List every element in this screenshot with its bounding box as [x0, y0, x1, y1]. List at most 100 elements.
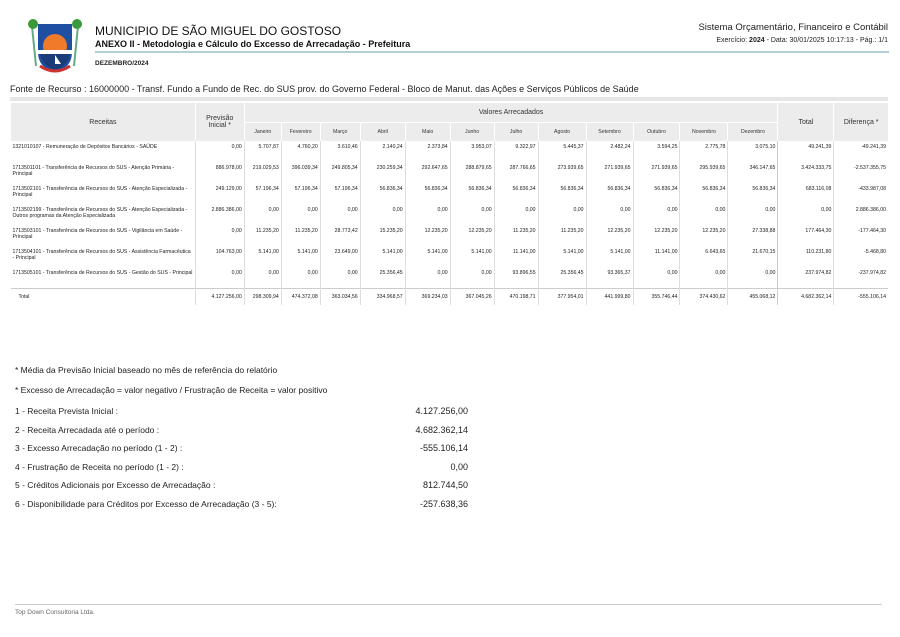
value-cell: 3.075,10 — [727, 141, 778, 162]
report-period: DEZEMBRO/2024 — [95, 60, 149, 67]
value-cell: 57.196,34 — [243, 183, 282, 204]
value-cell: 374.430,62 — [679, 288, 728, 305]
header-month: Fevereiro — [280, 122, 321, 141]
value-cell: 237.974,82 — [777, 267, 834, 289]
value-cell: 2.886.386,00 — [833, 204, 888, 225]
table-row: 1713504101 - Transferência de Recursos d… — [11, 246, 888, 267]
value-cell: 0,00 — [194, 141, 245, 162]
value-cell: 273.939,65 — [537, 162, 587, 183]
value-cell: 377.954,01 — [537, 288, 587, 305]
value-cell: 5.141,00 — [280, 246, 321, 267]
value-cell: 5.141,00 — [359, 246, 406, 267]
table-row: 1713502101 - Transferência de Recursos d… — [11, 183, 888, 204]
value-cell: 4.760,20 — [280, 141, 321, 162]
value-cell: 110.231,80 — [777, 246, 834, 267]
revenue-description: 1713503101 - Transferência de Recursos d… — [12, 228, 183, 240]
revenue-description: 1321010107 - Remuneração de Depósitos Ba… — [12, 144, 158, 150]
value-cell: 298.309,94 — [243, 288, 282, 305]
header-month: Março — [319, 122, 361, 141]
table-row: 1713502199 - Transferência de Recursos d… — [11, 204, 888, 225]
value-cell: 396.039,34 — [280, 162, 321, 183]
value-cell: 56.836,34 — [404, 183, 451, 204]
value-cell: 0,00 — [537, 204, 587, 225]
value-cell: 11.235,20 — [537, 225, 587, 246]
value-cell: 6.643,65 — [679, 246, 728, 267]
value-cell: 12.235,20 — [585, 225, 634, 246]
value-cell: 2.140,24 — [359, 141, 406, 162]
value-cell: 0,00 — [404, 204, 451, 225]
value-cell: 57.196,34 — [319, 183, 361, 204]
header-receitas: Receitas — [10, 103, 196, 141]
summary-label: 3 - Excesso Arrecadação no período (1 - … — [15, 443, 183, 453]
value-cell: 249.805,34 — [319, 162, 361, 183]
value-cell: 249.129,00 — [194, 183, 245, 204]
value-cell: -2.537.355,75 — [833, 162, 888, 183]
value-cell: 4.127.256,00 — [194, 288, 245, 305]
value-cell: 470.198,71 — [493, 288, 539, 305]
value-cell: 11.141,00 — [632, 246, 680, 267]
revenue-description: 1713501101 - Transferência de Recursos d… — [12, 165, 175, 177]
value-cell: 287.766,65 — [493, 162, 539, 183]
value-cell: -433.987,08 — [833, 183, 888, 204]
value-cell: 0,00 — [449, 267, 495, 289]
value-cell: 474.372,08 — [280, 288, 321, 305]
value-cell: 0,00 — [243, 267, 282, 289]
table-row: 1713503101 - Transferência de Recursos d… — [11, 225, 888, 246]
value-cell: 2.482,24 — [585, 141, 634, 162]
revenue-description: Total — [10, 288, 196, 305]
value-cell: 5.141,00 — [585, 246, 634, 267]
summary-label: 5 - Créditos Adicionais por Excesso de A… — [15, 480, 216, 490]
value-cell: 104.763,00 — [194, 246, 245, 267]
summary-label: 2 - Receita Arrecadada até o período : — [15, 424, 160, 435]
header-valores: Valores Arrecadados — [243, 103, 778, 122]
header-previsao: Previsão Inicial * — [194, 103, 245, 141]
summary-value: 812.744,50 — [422, 480, 468, 490]
value-cell: 25.356,45 — [537, 267, 587, 289]
value-cell: 12.235,20 — [404, 225, 451, 246]
value-cell: 27.338,88 — [727, 225, 778, 246]
exercise-info: Exercício: 2024 - Data: 30/01/2025 10:17… — [716, 37, 888, 44]
header-month: Agosto — [537, 122, 587, 141]
header-month: Outubro — [632, 122, 680, 141]
value-cell: 0,00 — [632, 267, 680, 289]
footer-company: Top Down Consultoria Ltda. — [15, 609, 95, 616]
value-cell: -555.106,14 — [833, 288, 888, 305]
value-cell: 683.116,08 — [777, 183, 834, 204]
value-cell: 11.235,20 — [493, 225, 539, 246]
value-cell: 5.707,87 — [243, 141, 282, 162]
value-cell: 0,00 — [585, 204, 634, 225]
value-cell: 0,00 — [632, 204, 680, 225]
value-cell: 56.836,34 — [359, 183, 406, 204]
value-cell: 0,00 — [359, 204, 406, 225]
value-cell: 5.141,00 — [243, 246, 282, 267]
revenue-description: 1713505101 - Transferência de Recursos d… — [12, 270, 193, 276]
header-month: Dezembro — [727, 122, 778, 141]
value-cell: 271.939,65 — [632, 162, 680, 183]
value-cell: 56.836,34 — [585, 183, 634, 204]
value-cell: 56.836,34 — [537, 183, 587, 204]
value-cell: 0,00 — [679, 267, 728, 289]
value-cell: 292.647,65 — [404, 162, 451, 183]
summary-value: -257.638,36 — [419, 498, 468, 509]
value-cell: 0,00 — [319, 267, 361, 289]
value-cell: 0,00 — [194, 267, 245, 289]
value-cell: 295.939,65 — [679, 162, 728, 183]
value-cell: 363.034,56 — [319, 288, 361, 305]
value-cell: 230.259,34 — [359, 162, 406, 183]
value-cell: 0,00 — [243, 204, 282, 225]
value-cell: 5.141,00 — [449, 246, 495, 267]
report-title: ANEXO II - Metodologia e Cálculo do Exce… — [95, 39, 411, 49]
value-cell: -5.468,80 — [833, 246, 888, 267]
value-cell: 367.045,26 — [449, 288, 495, 305]
value-cell: 56.836,34 — [679, 183, 728, 204]
value-cell: 25.356,45 — [359, 267, 406, 289]
system-name: Sistema Orçamentário, Financeiro e Contá… — [698, 22, 888, 33]
summary-value: 4.127.256,00 — [415, 406, 468, 416]
value-cell: 15.235,20 — [359, 225, 406, 246]
value-cell: 12.235,20 — [449, 225, 495, 246]
table-row: 1321010107 - Remuneração de Depósitos Ba… — [11, 141, 888, 162]
value-cell: -49.241,39 — [833, 141, 888, 162]
value-cell: 56.836,34 — [493, 183, 539, 204]
value-cell: 28.773,42 — [319, 225, 361, 246]
value-cell: 5.141,00 — [537, 246, 587, 267]
